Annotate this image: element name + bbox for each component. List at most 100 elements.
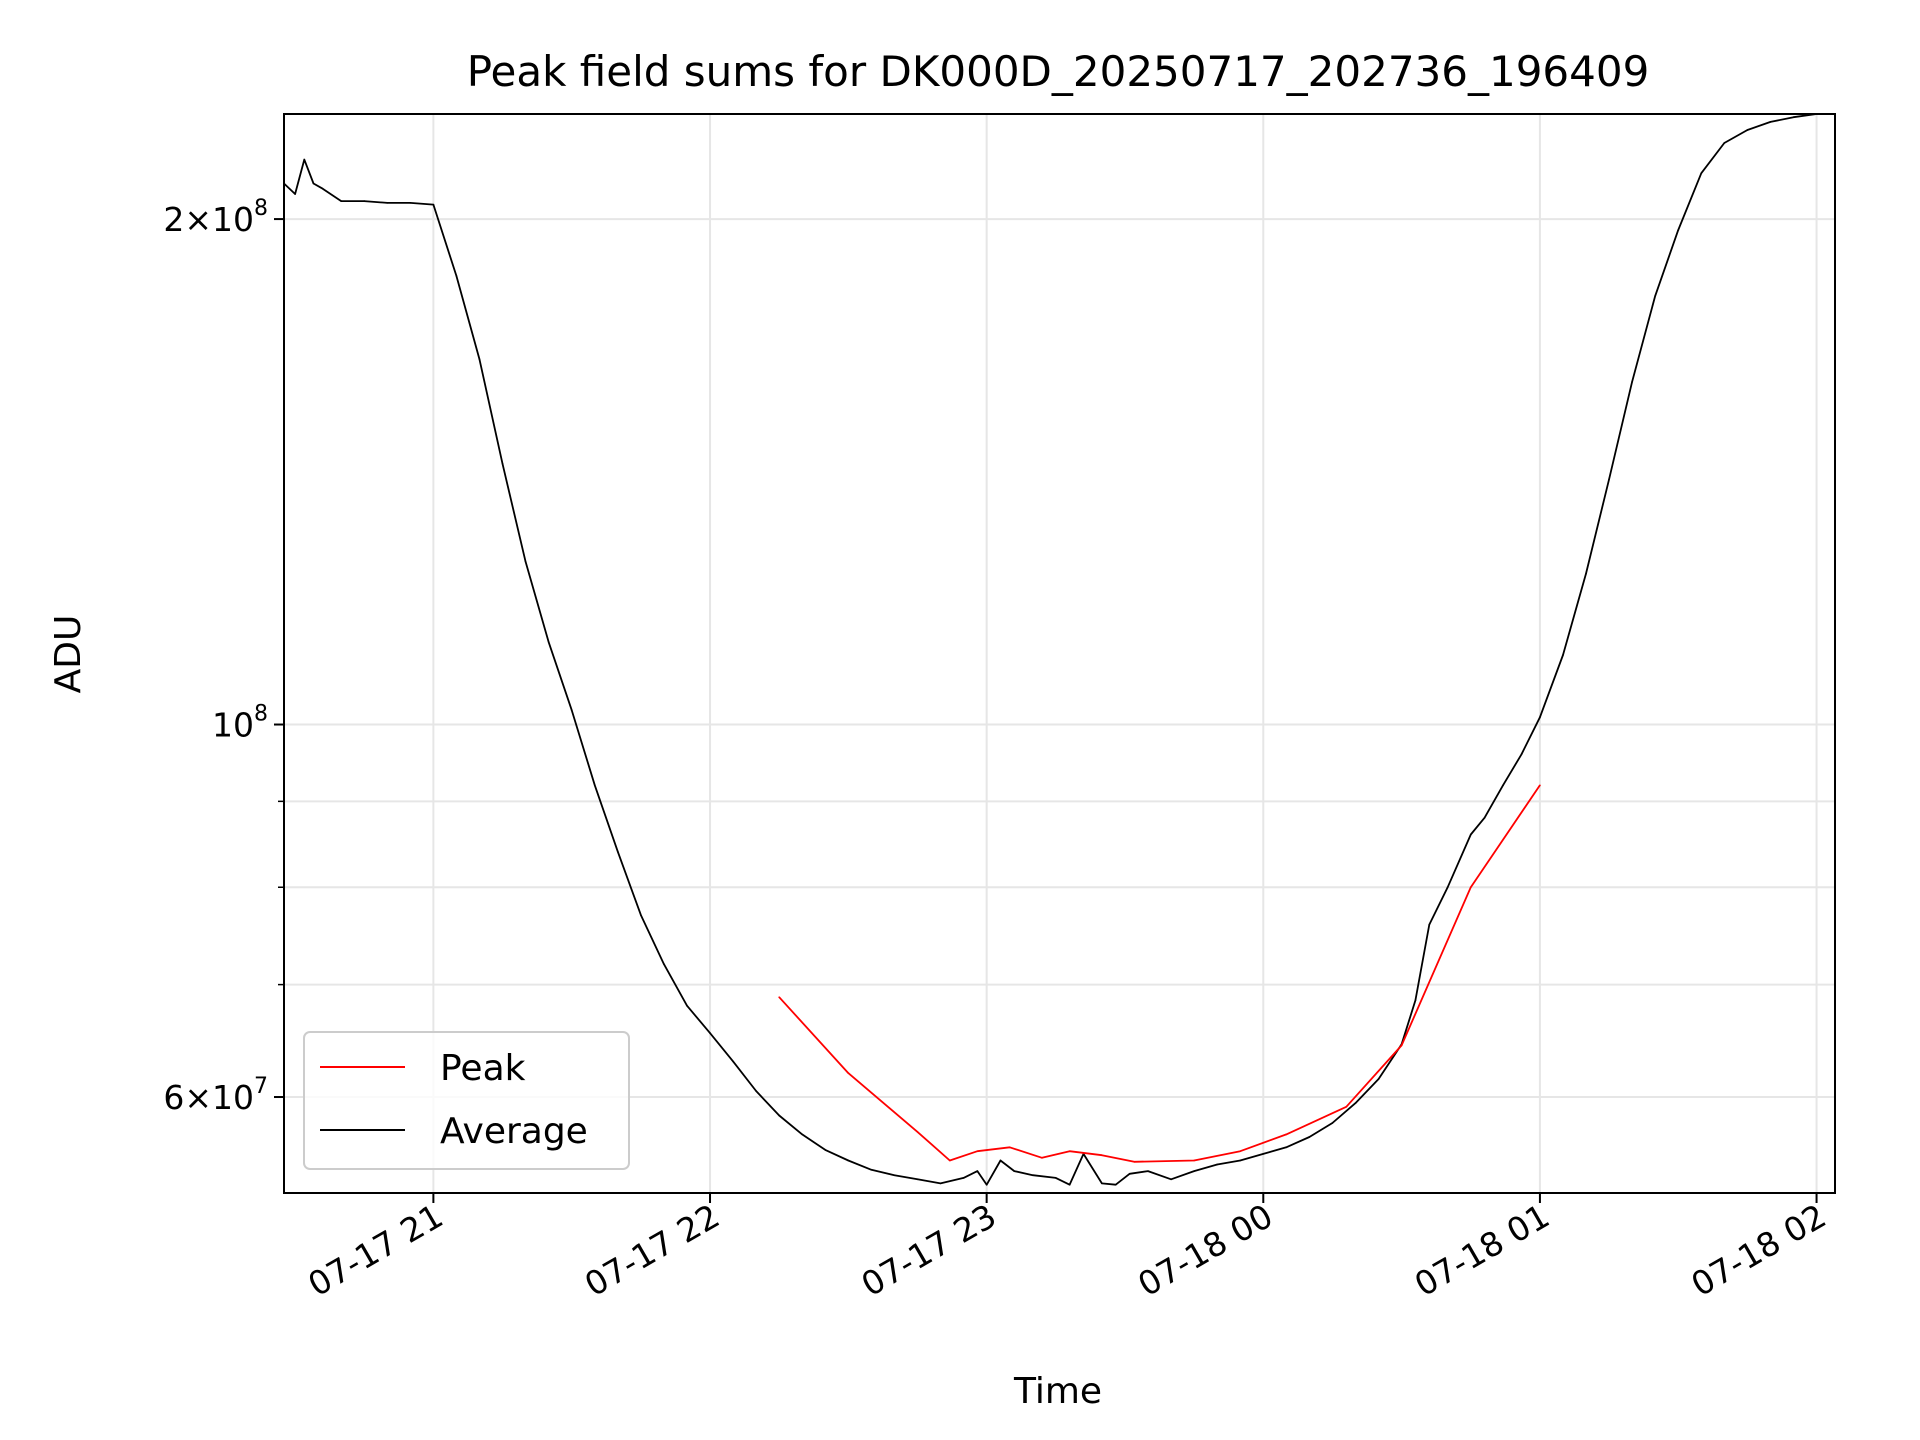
data-point-average [801,1133,804,1136]
data-point-average [1585,572,1587,575]
data-point-average [1677,229,1680,231]
data-point-average [340,200,342,202]
y-tick-label: 6×107 [163,1074,268,1117]
data-point-average [1414,999,1417,1002]
data-point-average [732,1060,734,1063]
data-point-average [363,200,366,202]
y-axis: 6×107 108 2×108 [163,196,284,1117]
data-point-average [985,1183,988,1186]
data-point-average [1746,129,1749,131]
legend: Peak Average [303,1031,630,1170]
data-point-average [686,1004,688,1007]
data-point-average [1013,1170,1016,1172]
data-point-average [303,158,306,161]
data-point-average [312,182,315,185]
data-point-average [1068,1183,1071,1186]
x-axis-label: Time [1013,1371,1102,1412]
data-point-average [1216,1163,1218,1166]
data-point-average [1539,716,1541,719]
data-point-average [501,462,504,465]
grid-lines [284,114,1835,1193]
data-point-average [1769,121,1772,123]
data-point-peak [976,1150,979,1153]
y-tick-label: 2×108 [163,196,268,239]
data-point-average [1723,142,1726,144]
data-point-average [1608,478,1610,480]
chart-title: Peak field sums for DK000D_20250717_2027… [467,47,1650,96]
data-point-average [432,203,435,206]
data-point-average [386,202,389,204]
data-point-average [1055,1177,1057,1179]
data-point-peak [1193,1159,1195,1162]
data-point-average [824,1149,827,1151]
data-point-average [1520,753,1523,756]
data-point-average [409,202,412,204]
data-point-peak [1041,1157,1043,1159]
data-point-peak [1345,1106,1348,1108]
data-point-average [1483,816,1486,819]
data-point-average [962,1177,965,1179]
data-point-average [999,1159,1002,1162]
data-point-peak [1400,1044,1403,1047]
data-point-average [524,561,527,563]
data-point-peak [916,1131,919,1133]
y-tick-label: 108 [212,702,268,745]
plot-frame [283,113,1836,1194]
data-point-average [709,1032,711,1034]
data-point-average [617,850,619,853]
legend-label-peak: Peak [440,1048,526,1089]
data-point-average [1377,1078,1380,1080]
data-point-peak [1285,1133,1288,1136]
data-point-average [1354,1102,1357,1104]
data-point-average [1700,172,1703,174]
data-point-average [1331,1122,1334,1124]
data-point-peak [1539,784,1541,787]
data-point-average [1562,654,1564,656]
data-point-average [1193,1170,1195,1172]
data-point-average [593,784,596,787]
series-layer [283,113,1836,1186]
data-point-average [1031,1174,1034,1176]
data-point-average [893,1174,896,1176]
data-point-average [1114,1183,1117,1186]
data-point-average [1285,1146,1288,1149]
legend-label-average: Average [440,1111,588,1152]
data-point-average [1101,1182,1103,1185]
data-point-average [870,1169,873,1171]
data-point-peak [847,1072,850,1074]
data-point-average [939,1182,942,1185]
data-point-peak [1101,1154,1103,1156]
data-point-average [755,1090,757,1092]
data-point-peak [1008,1146,1011,1149]
data-point-average [640,914,642,916]
y-axis-label: ADU [48,615,89,694]
data-point-average [1308,1136,1311,1138]
data-point-average [1428,923,1431,926]
data-point-average [321,187,324,190]
data-point-average [1792,116,1795,118]
data-point-average [455,275,458,277]
data-point-average [478,358,481,361]
data-point-peak [948,1159,951,1162]
data-point-peak [778,996,780,999]
data-point-average [294,193,296,195]
data-point-peak [1469,886,1472,889]
data-point-average [916,1178,919,1181]
data-point-average [1654,295,1656,297]
data-point-peak [1133,1160,1135,1163]
data-point-average [1239,1159,1242,1162]
data-point-average [547,641,550,643]
data-point-average [778,1114,780,1117]
data-point-average [1147,1170,1149,1172]
data-point-peak [1068,1150,1071,1153]
data-point-average [976,1170,979,1172]
data-point-average [1170,1178,1172,1181]
data-point-average [663,963,665,965]
data-point-average [570,709,573,711]
data-point-average [1128,1173,1131,1175]
data-point-average [1469,833,1472,836]
data-point-peak [1239,1150,1242,1153]
data-point-average [1262,1153,1265,1155]
